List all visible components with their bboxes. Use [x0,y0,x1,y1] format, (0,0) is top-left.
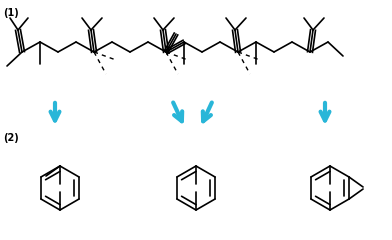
Text: (1): (1) [3,8,19,18]
Text: (2): (2) [3,133,19,143]
